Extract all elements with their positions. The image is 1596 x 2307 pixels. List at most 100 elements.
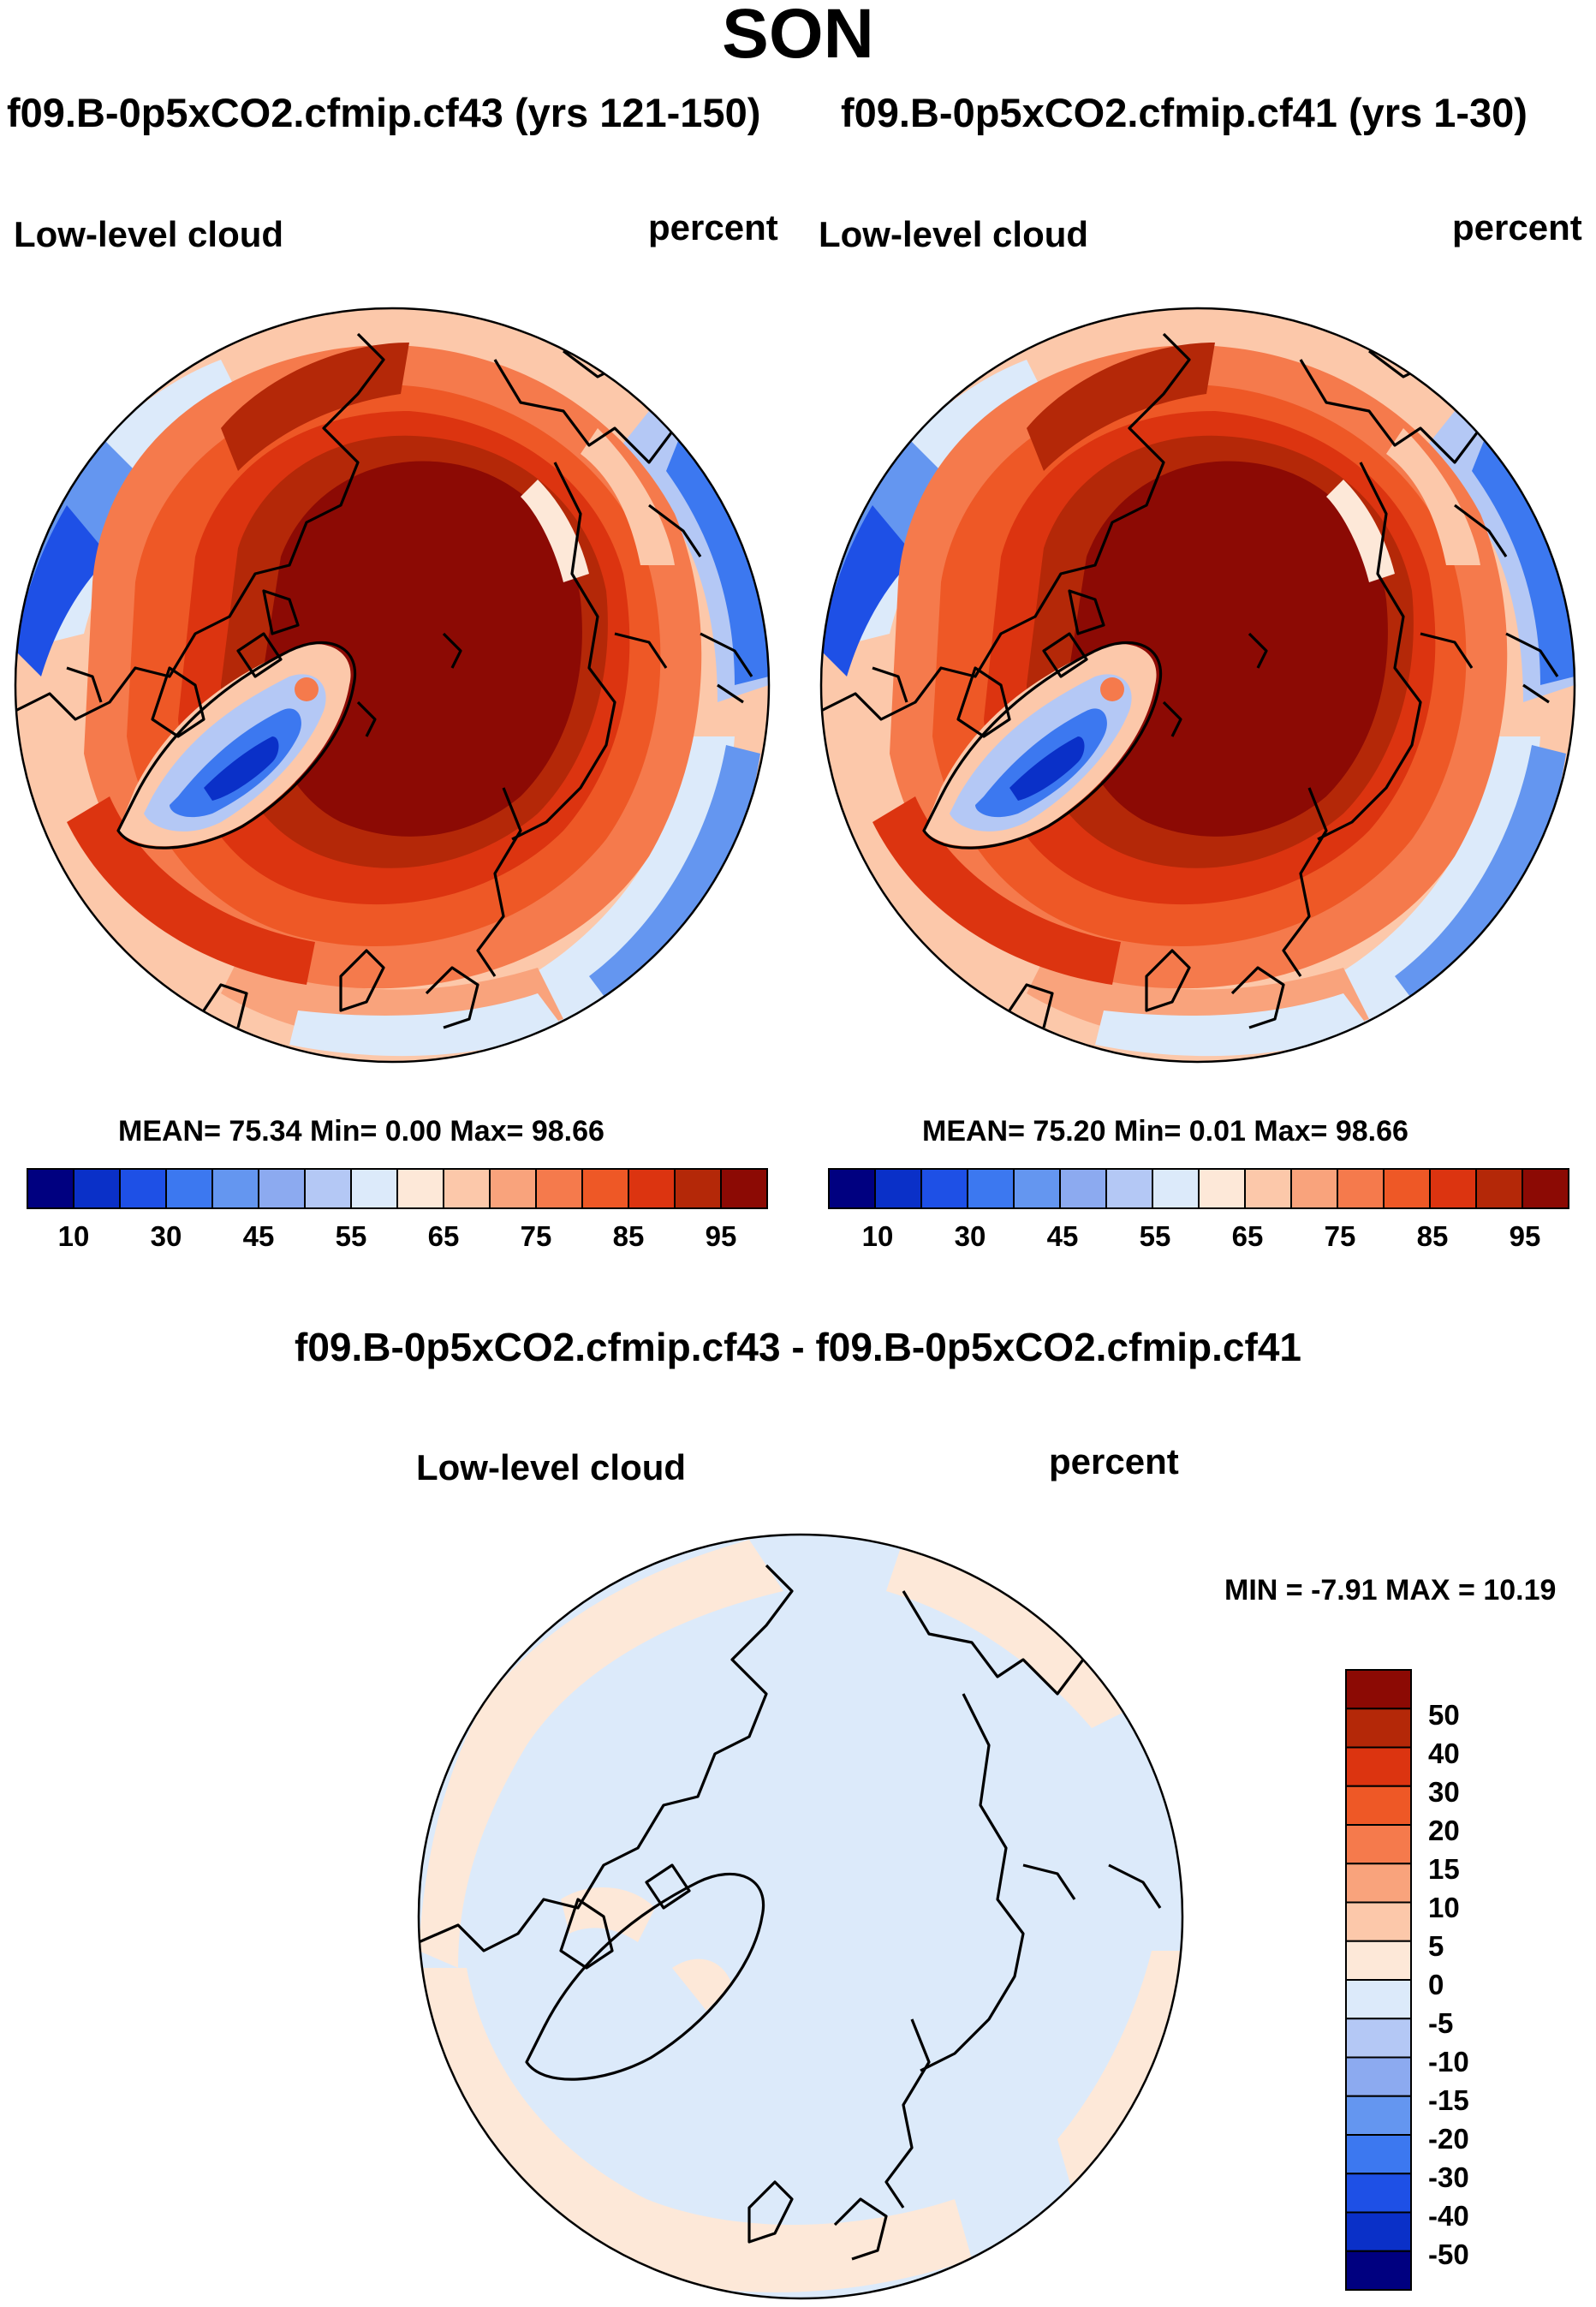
panel-1-units-label: percent — [648, 207, 778, 247]
colorbar-box — [27, 1168, 74, 1209]
colorbar-box — [1345, 2018, 1412, 2059]
colorbar-box — [1429, 1168, 1477, 1209]
map-panel-diff — [417, 1533, 1184, 2300]
colorbar-box — [1013, 1168, 1061, 1209]
diff-level-label: 10 — [1428, 1892, 1460, 1923]
colorbar-box — [119, 1168, 167, 1209]
colorbar-panel-1 — [27, 1168, 768, 1209]
colorbar-box — [674, 1168, 722, 1209]
panel-2-stats: MEAN= 75.20 Min= 0.01 Max= 98.66 — [922, 1115, 1408, 1148]
cb1-tick: 10 — [57, 1220, 90, 1252]
cb2-tick: 55 — [1139, 1220, 1171, 1252]
cb2-tick: 75 — [1324, 1220, 1356, 1252]
colorbar-box — [1522, 1168, 1569, 1209]
diff-title: f09.B-0p5xCO2.cfmip.cf43 - f09.B-0p5xCO2… — [295, 1325, 1301, 1369]
colorbar-box — [1345, 2134, 1412, 2175]
colorbar-box — [1059, 1168, 1107, 1209]
diff-level-label: -50 — [1428, 2238, 1469, 2270]
colorbar-box — [1290, 1168, 1338, 1209]
diff-level-label: 30 — [1428, 1776, 1460, 1808]
cb2-tick: 95 — [1509, 1220, 1541, 1252]
colorbar-box — [350, 1168, 398, 1209]
cb2-tick: 65 — [1231, 1220, 1264, 1252]
colorbar-box — [1345, 2095, 1412, 2136]
diff-level-label: -30 — [1428, 2161, 1469, 2193]
colorbar-box — [1345, 1979, 1412, 2020]
cb1-tick: 65 — [427, 1220, 460, 1252]
cb1-tick: 75 — [520, 1220, 552, 1252]
colorbar-box — [1152, 1168, 1200, 1209]
colorbar-box — [1475, 1168, 1523, 1209]
colorbar-box — [1345, 1901, 1412, 1942]
cb1-tick: 95 — [705, 1220, 737, 1252]
diff-level-label: 50 — [1428, 1699, 1460, 1731]
colorbar-diff — [1345, 1669, 1412, 2291]
cb1-tick: 30 — [150, 1220, 182, 1252]
colorbar-box — [874, 1168, 922, 1209]
panel-2-variable-label: Low-level cloud — [819, 214, 1089, 254]
cb2-tick: 30 — [954, 1220, 986, 1252]
colorbar-box — [628, 1168, 676, 1209]
colorbar-box — [304, 1168, 352, 1209]
cb2-tick: 45 — [1046, 1220, 1079, 1252]
panel-1-variable-label: Low-level cloud — [14, 214, 284, 254]
diff-level-label: 20 — [1428, 1815, 1460, 1846]
diff-variable-label: Low-level cloud — [416, 1447, 687, 1487]
cb1-tick: 85 — [612, 1220, 645, 1252]
diff-minmax: MIN = -7.91 MAX = 10.19 — [1224, 1574, 1557, 1607]
colorbar-panel-2 — [828, 1168, 1569, 1209]
cb1-tick: 45 — [242, 1220, 275, 1252]
colorbar-box — [967, 1168, 1015, 1209]
colorbar-box — [1244, 1168, 1292, 1209]
diff-level-label: -15 — [1428, 2084, 1469, 2116]
colorbar-box — [258, 1168, 306, 1209]
colorbar-box — [828, 1168, 876, 1209]
diff-level-label: -40 — [1428, 2200, 1469, 2232]
colorbar-box — [1345, 1785, 1412, 1826]
colorbar-box — [1345, 2211, 1412, 2252]
main-title: SON — [722, 0, 874, 73]
colorbar-box — [211, 1168, 259, 1209]
panel-1-stats: MEAN= 75.34 Min= 0.00 Max= 98.66 — [118, 1115, 604, 1148]
map-panel-1 — [14, 307, 771, 1064]
colorbar-box — [1345, 1940, 1412, 1981]
colorbar-box — [1105, 1168, 1153, 1209]
diff-level-label: -20 — [1428, 2123, 1469, 2155]
colorbar-box — [1198, 1168, 1246, 1209]
colorbar-box — [720, 1168, 768, 1209]
colorbar-box — [1337, 1168, 1385, 1209]
diff-level-label: 15 — [1428, 1853, 1460, 1885]
colorbar-box — [396, 1168, 444, 1209]
colorbar-box — [920, 1168, 968, 1209]
cb1-tick: 55 — [335, 1220, 367, 1252]
diff-colorbar-labels: 50 40 30 20 15 10 5 0 -5 -10 -15 -20 -30… — [1428, 1696, 1469, 2274]
colorbar-box — [1383, 1168, 1431, 1209]
colorbar-box — [1345, 1746, 1412, 1787]
colorbar-box — [1345, 1669, 1412, 1710]
colorbar-box — [535, 1168, 583, 1209]
panel-2-units-label: percent — [1452, 207, 1582, 247]
diff-level-label: 40 — [1428, 1738, 1460, 1769]
colorbar-box — [1345, 2056, 1412, 2097]
colorbar-box — [1345, 2250, 1412, 2291]
cb2-tick: 85 — [1416, 1220, 1449, 1252]
cb2-tick: 10 — [861, 1220, 894, 1252]
colorbar-box — [581, 1168, 629, 1209]
colorbar-box — [165, 1168, 213, 1209]
colorbar-box — [1345, 2173, 1412, 2214]
diff-level-label: 5 — [1428, 1930, 1444, 1962]
colorbar-box — [1345, 1824, 1412, 1865]
colorbar-box — [489, 1168, 537, 1209]
colorbar-box — [73, 1168, 121, 1209]
panel-2-case-title: f09.B-0p5xCO2.cfmip.cf41 (yrs 1-30) — [841, 90, 1528, 135]
diff-level-label: 0 — [1428, 1969, 1444, 2000]
panel-1-case-title: f09.B-0p5xCO2.cfmip.cf43 (yrs 121-150) — [7, 90, 761, 135]
diff-level-label: -5 — [1428, 2007, 1454, 2039]
diff-level-label: -10 — [1428, 2046, 1469, 2077]
diff-units-label: percent — [1049, 1441, 1179, 1481]
colorbar-box — [1345, 1708, 1412, 1749]
colorbar-box — [1345, 1863, 1412, 1904]
colorbar-box — [443, 1168, 491, 1209]
map-panel-2 — [819, 307, 1576, 1064]
